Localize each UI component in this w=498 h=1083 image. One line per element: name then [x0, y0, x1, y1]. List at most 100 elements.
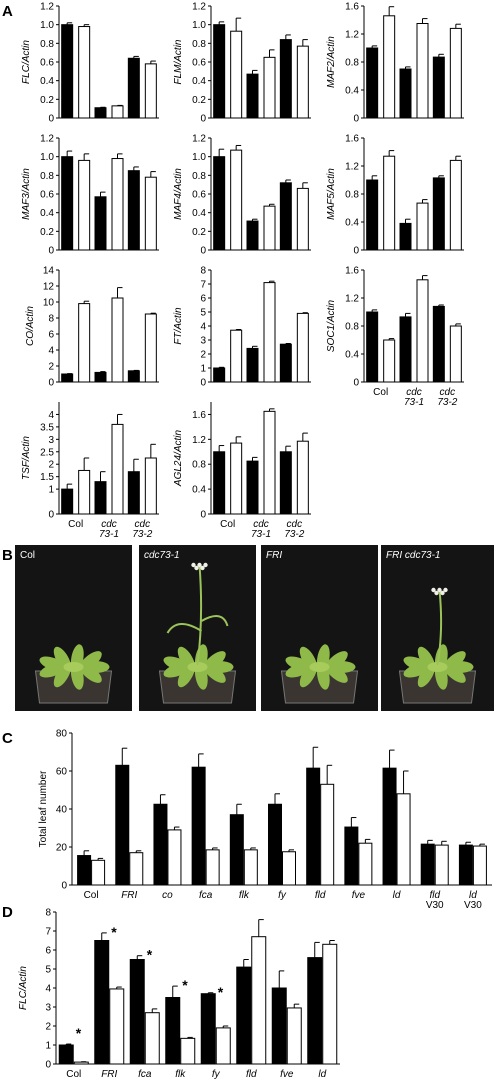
bar-series1	[458, 844, 473, 886]
bar-series2	[230, 30, 243, 119]
bar-series2	[144, 176, 157, 251]
y-tick-label: 5	[200, 308, 206, 319]
y-tick-label: 0.8	[192, 171, 206, 182]
y-tick-label: 1.2	[345, 294, 359, 305]
bar-series2	[383, 339, 396, 383]
bar-series1	[279, 343, 292, 383]
significance-star: *	[111, 924, 117, 940]
y-tick-label: 1.2	[192, 134, 206, 145]
bar-series2	[78, 303, 91, 383]
bar-series1	[271, 987, 287, 1065]
rosette-shape	[403, 644, 474, 690]
y-tick-label: 4	[48, 410, 54, 421]
significance-star: *	[147, 947, 153, 963]
bar-series2	[286, 1007, 302, 1065]
rosette-shape	[39, 644, 110, 690]
photo-cdc73-1: cdc73-1	[139, 545, 256, 711]
x-tick-label: cdc	[253, 519, 269, 530]
inflorescence-shape	[166, 562, 229, 666]
bar-series2	[111, 158, 124, 251]
y-tick-label: 0	[48, 510, 54, 521]
bar-series2	[144, 313, 157, 383]
y-axis-label: FLC/Actin	[21, 40, 32, 84]
y-tick-label: 80	[56, 729, 68, 740]
bar-series1	[191, 766, 206, 886]
x-tick-label: fld	[246, 1069, 257, 1080]
bar-series1	[366, 311, 379, 383]
bar-series2	[263, 282, 276, 383]
y-tick-label: 8	[200, 266, 206, 277]
y-tick-label: 0	[200, 510, 206, 521]
y-tick-label: 5	[45, 965, 51, 976]
x-tick-label: fy	[278, 890, 287, 901]
bar-series2	[358, 842, 373, 886]
y-axis-label: FLC/Actin	[18, 966, 29, 1010]
y-tick-label: 0	[353, 378, 359, 389]
bar-series1	[432, 177, 445, 251]
y-tick-label: 0.4	[345, 350, 359, 361]
y-tick-label: 0	[353, 246, 359, 257]
bar-series1	[366, 47, 379, 119]
photo-fri: FRI	[261, 545, 378, 711]
bar-series1	[61, 488, 74, 515]
y-tick-label: 0.8	[345, 322, 359, 333]
chart-ft: 0 1 2 3 4 5 6 7 8 FT/Actin	[173, 266, 311, 389]
y-tick-label: 1	[45, 1041, 51, 1052]
y-tick-label: 4	[48, 346, 54, 357]
bar-series2	[251, 936, 267, 1065]
bar-series1	[279, 451, 292, 515]
bar-series1	[61, 24, 74, 119]
chart-maf3: 0 0.2 0.4 0.6 0.8 1.0 1.2 MAF3/Actin	[21, 134, 159, 257]
y-tick-label: 3.5	[40, 422, 54, 433]
bar-series2	[91, 859, 106, 886]
chart-flm: 0 0.2 0.4 0.6 0.8 1.0 1.2 FLM/Actin	[173, 2, 311, 125]
bar-series1	[77, 855, 92, 886]
bar-series2	[383, 15, 396, 119]
inflorescence-shape	[431, 587, 448, 666]
bar-series1	[94, 196, 107, 251]
bar-series1	[399, 68, 412, 119]
bar-series1	[61, 373, 74, 383]
y-axis-label: AGL24/Actin	[173, 429, 184, 487]
y-tick-label: 3	[200, 336, 206, 347]
bar-series2	[296, 440, 309, 515]
x-tick-label: cdc	[440, 387, 456, 398]
y-tick-label: 2	[200, 350, 206, 361]
y-tick-label: 3	[45, 1003, 51, 1014]
x-tick-label: cdc	[135, 519, 151, 530]
rosette-shape	[285, 644, 356, 690]
x-tick-label: fve	[280, 1069, 294, 1080]
chart-maf2: 0 0.4 0.8 1.2 1.6 MAF2/Actin	[326, 2, 464, 125]
bar-series2	[230, 149, 243, 251]
x-tick-label: 73-1	[404, 397, 424, 408]
bar-series2	[230, 442, 243, 515]
photo-label: FRI	[266, 550, 282, 561]
y-tick-label: 1.6	[345, 134, 359, 145]
bar-series1	[420, 843, 435, 886]
y-axis-label: FT/Actin	[173, 307, 184, 345]
bar-series2	[263, 205, 276, 251]
x-tick-label: Col	[66, 1069, 81, 1080]
x-tick-label: V30	[464, 900, 482, 911]
y-tick-label: 4	[45, 984, 51, 995]
y-tick-label: 14	[43, 266, 55, 277]
bar-series1	[127, 57, 140, 119]
panel-letter-a: A	[2, 3, 13, 20]
significance-star: *	[182, 977, 188, 993]
x-tick-label: fld	[315, 890, 326, 901]
x-tick-label: 73-2	[132, 529, 152, 540]
bar-series2	[243, 849, 258, 886]
chart-co: 0 2 4 6 8 10 12 14 CO/Actin	[25, 266, 159, 389]
bar-series2	[111, 297, 124, 383]
y-tick-label: 0.4	[192, 208, 206, 219]
x-tick-label: Col	[68, 519, 83, 530]
y-tick-label: 0.2	[40, 95, 54, 106]
bar-series1	[213, 156, 226, 251]
y-axis-label: Total leaf number	[38, 770, 49, 847]
x-tick-label: Col	[220, 519, 235, 530]
bar-series1	[127, 370, 140, 383]
y-axis-label: CO/Actin	[25, 306, 36, 346]
bar-series1	[246, 73, 259, 119]
